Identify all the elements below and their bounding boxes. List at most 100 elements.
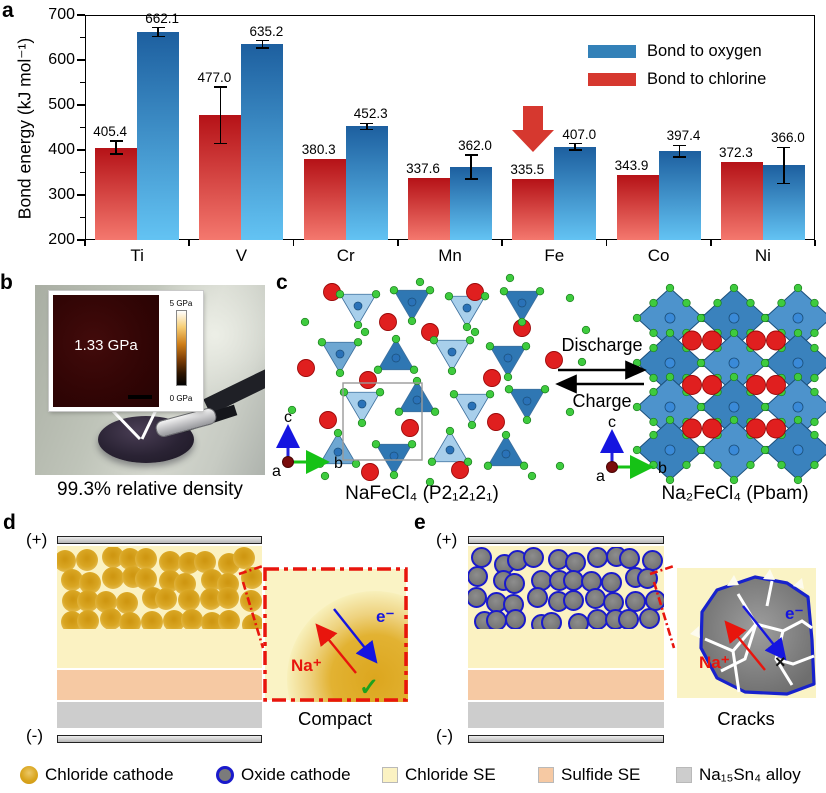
cl-atom [682, 460, 691, 470]
bar-value-label: 337.6 [406, 161, 440, 177]
cl-atom [430, 407, 440, 416]
error-cap-top [777, 146, 791, 149]
na-atom [466, 283, 484, 301]
legend-row-bond-to-oxygen: Bond to oxygen [588, 42, 766, 61]
cl-atom [696, 402, 706, 412]
cl-atom [449, 390, 459, 399]
cl-atom [389, 470, 399, 480]
cl-atom [696, 445, 706, 455]
electron-arrow [333, 608, 378, 664]
y-tick-mark [77, 14, 85, 16]
cl-atom [649, 298, 658, 308]
cl-atom [793, 328, 803, 338]
chloride-cathode-particle [101, 566, 124, 589]
bar-value-label: 662.1 [145, 10, 180, 26]
cl-atom [793, 372, 803, 382]
y-minor-tick [80, 36, 85, 39]
charge-label: Charge [572, 391, 632, 411]
x-category-label: Cr [336, 246, 355, 265]
error-bar [219, 87, 222, 144]
na-atom [682, 375, 702, 395]
bar-bond-to-oxygen-V [241, 44, 284, 240]
oxide-cathode-particle [504, 573, 526, 595]
bar-bond-to-chlorine-Ti [95, 147, 138, 240]
cl-atom [810, 298, 819, 308]
cl-atom [429, 336, 439, 345]
cl-atom [649, 417, 658, 427]
axis-a-label: a [596, 468, 605, 485]
cl-atom [467, 420, 477, 430]
na-atom [766, 418, 786, 439]
gold-sphere-icon [20, 766, 38, 784]
chloride-cathode-particle [95, 591, 118, 614]
chart-legend: Bond to oxygen Bond to chlorine [588, 42, 766, 98]
cross-mark: × [775, 652, 786, 672]
legend-item-sulfide-se: Sulfide SE [538, 764, 640, 786]
cl-atom [665, 415, 675, 425]
negative-electrode-label-e: (-) [436, 726, 453, 745]
cl-atom [470, 327, 480, 337]
cl-atom [373, 365, 383, 374]
x-tick-mark [501, 240, 503, 246]
panel-b-label: b [0, 271, 13, 294]
error-cap-bottom [568, 149, 582, 151]
oxide-cathode-particle [586, 547, 608, 568]
cl-atom [729, 415, 739, 425]
error-cap-top [568, 142, 582, 145]
y-tick-label: 200 [48, 231, 75, 248]
cl-atom [760, 402, 770, 412]
axis-b-label: b [658, 460, 667, 477]
legend-series-label: Bond to chlorine [647, 70, 767, 88]
chloride-cathode-particle [217, 586, 240, 609]
cl-atom [649, 328, 658, 338]
discharge-label: Discharge [561, 335, 643, 355]
chloride-cathode-particle [135, 568, 158, 591]
cl-atom [793, 475, 803, 485]
error-bar [157, 27, 159, 37]
panel-d-label: d [3, 511, 16, 534]
legend-swatch [588, 45, 636, 58]
fe-atom [728, 357, 740, 369]
chloride-cathode-particle [233, 547, 256, 569]
cl-atom [527, 471, 537, 481]
chloride-cathode-particle [76, 609, 99, 629]
chloride-cathode-particle [154, 588, 177, 611]
fe-atom [728, 401, 740, 413]
oxide-cathode-particle [618, 548, 640, 570]
cl-atom [485, 390, 495, 399]
cl-atom [729, 475, 739, 485]
cl-atom [682, 298, 691, 308]
error-cap-top [213, 86, 227, 88]
cl-atom [483, 461, 493, 470]
chloride-cathode-particle [77, 590, 100, 613]
legend-label: Na₁₅Sn₄ alloy [699, 765, 801, 784]
fe-atom [792, 444, 804, 456]
cl-atom [300, 317, 310, 327]
x-category-label: Ti [130, 246, 144, 265]
cl-atom [389, 286, 399, 295]
na2fecl4-structure [632, 283, 826, 485]
x-tick-mark [84, 240, 86, 246]
chloride-cathode-particle [217, 610, 240, 629]
y-tick-label: 400 [48, 141, 75, 158]
axis-indicator-left: c b a [272, 409, 343, 480]
cl-atom [447, 366, 457, 376]
axis-c-label: c [284, 409, 292, 426]
cl-atom [427, 457, 437, 466]
error-bar [115, 141, 117, 154]
oxide-cathode-particle [541, 611, 562, 629]
cl-atom [665, 475, 675, 485]
cl-atom [521, 342, 531, 351]
cl-atom [522, 415, 532, 425]
error-cap-top [151, 26, 165, 29]
cl-atom [317, 338, 327, 347]
x-tick-mark [709, 240, 712, 246]
cl-atom [505, 273, 515, 283]
axis-c-label: c [608, 414, 616, 431]
oxide-cathode-particle [468, 587, 487, 609]
bar-value-label: 405.4 [93, 124, 128, 140]
bar-bond-to-oxygen-Ti [137, 32, 180, 240]
fe-atom [664, 312, 676, 324]
cl-atom [519, 461, 529, 470]
error-cap-bottom [777, 182, 791, 185]
